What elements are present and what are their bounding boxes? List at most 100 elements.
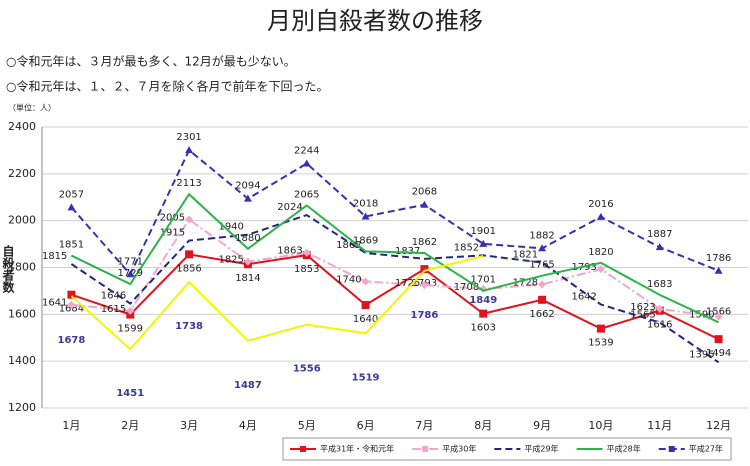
data-label: 1728	[513, 277, 538, 288]
data-label: 2094	[235, 181, 260, 192]
data-label: 1786	[410, 310, 438, 321]
marker	[596, 265, 605, 274]
marker	[479, 309, 488, 318]
marker	[243, 194, 252, 202]
data-label: 1615	[101, 304, 126, 315]
chart-title: 月別自殺者数の推移	[267, 7, 483, 35]
data-label: 1678	[57, 335, 85, 346]
data-label: 1684	[59, 304, 84, 315]
data-label: 1642	[571, 291, 596, 302]
data-label: 1869	[353, 235, 378, 246]
data-label: 1814	[235, 273, 260, 284]
data-label: 1940	[218, 222, 243, 233]
data-label: 1863	[277, 246, 302, 257]
marker	[126, 270, 135, 278]
marker	[302, 159, 311, 167]
data-label: 1640	[353, 314, 378, 325]
data-label: 1641	[42, 298, 67, 309]
marker	[655, 243, 664, 251]
data-label: 1825	[218, 255, 243, 266]
data-label: 1882	[529, 230, 554, 241]
data-label: 2065	[294, 189, 319, 200]
data-label: 1539	[588, 338, 613, 349]
unit-note: （単位：人）	[8, 103, 56, 113]
data-label: 1519	[352, 372, 380, 383]
y-tick-label: 1800	[8, 261, 36, 274]
y-tick-label: 2000	[8, 214, 36, 227]
data-label: 1915	[160, 228, 185, 239]
data-label: 1565	[630, 310, 655, 321]
data-label: 1662	[529, 309, 554, 320]
marker	[714, 266, 723, 274]
marker	[420, 265, 429, 274]
subtitle: ○令和元年は、３月が最も多く、12月が最も少ない。	[6, 54, 296, 69]
data-label: 1849	[469, 295, 497, 306]
subtitle: ○令和元年は、１、２、７月を除く各月で前年を下回った。	[6, 79, 328, 94]
data-label: 1451	[116, 388, 144, 399]
legend-marker	[668, 446, 675, 452]
marker	[67, 203, 76, 211]
marker	[596, 324, 605, 333]
data-label: 1771	[118, 256, 143, 267]
data-label: 1395	[689, 349, 714, 360]
marker	[655, 304, 664, 313]
x-tick-label: 9月	[533, 419, 551, 432]
data-label: 1603	[471, 323, 496, 334]
data-label: 1708	[454, 282, 479, 293]
marker	[538, 280, 547, 289]
marker	[302, 248, 311, 257]
marker	[185, 250, 194, 259]
x-tick-label: 6月	[357, 419, 375, 432]
marker	[361, 300, 370, 309]
marker	[538, 295, 547, 304]
marker	[538, 244, 547, 252]
x-tick-label: 10月	[588, 419, 613, 432]
series-line	[70, 148, 719, 277]
data-label: 1887	[647, 229, 672, 240]
data-label: 1851	[59, 240, 84, 251]
data-label: 1725	[395, 278, 420, 289]
y-tick-label: 2200	[8, 167, 36, 180]
data-label: 2244	[294, 146, 319, 157]
data-label: 1494	[706, 348, 731, 359]
data-label: 1599	[118, 324, 143, 335]
data-label: 1853	[294, 264, 319, 275]
y-tick-label: 1400	[8, 354, 36, 367]
data-label: 2018	[353, 198, 378, 209]
marker	[67, 290, 76, 299]
data-label: 1862	[336, 240, 361, 251]
data-label: 1852	[454, 242, 479, 253]
data-label: 1740	[336, 275, 361, 286]
y-axis-label: 自殺者数	[1, 244, 15, 294]
x-tick-label: 12月	[706, 419, 731, 432]
legend-marker	[422, 446, 429, 452]
x-tick-label: 11月	[647, 419, 672, 432]
x-tick-label: 5月	[298, 419, 316, 432]
marker	[479, 239, 488, 247]
marker	[361, 212, 370, 220]
series-line	[71, 253, 720, 341]
data-label: 1815	[42, 251, 67, 262]
data-label: 1487	[234, 380, 262, 391]
y-tick-label: 1600	[8, 307, 36, 320]
marker	[420, 281, 429, 290]
marker	[420, 200, 429, 208]
legend-label: 平成30年	[442, 444, 476, 454]
series-line	[70, 213, 720, 364]
series-line	[71, 218, 719, 318]
marker	[185, 146, 194, 154]
data-label: 1623	[630, 302, 655, 313]
x-tick-label: 4月	[239, 419, 257, 432]
data-label: 1793	[571, 262, 596, 273]
x-tick-label: 2月	[121, 419, 139, 432]
marker	[185, 215, 194, 224]
data-label: 1701	[471, 275, 496, 286]
data-label: 1646	[101, 291, 126, 302]
data-label: 2068	[412, 187, 437, 198]
data-label: 2057	[59, 189, 84, 200]
data-label: 1738	[175, 321, 203, 332]
data-label: 1616	[647, 320, 672, 331]
marker	[714, 335, 723, 344]
data-label: 1901	[471, 226, 496, 237]
